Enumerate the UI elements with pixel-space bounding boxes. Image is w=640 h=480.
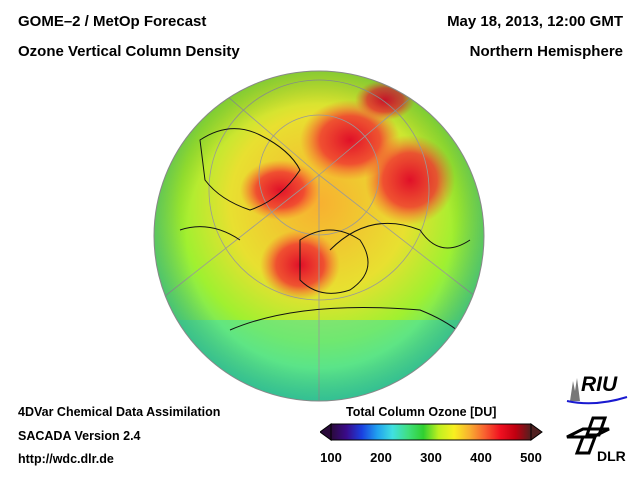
colorbar-gradient xyxy=(330,423,532,441)
title-right-2: Northern Hemisphere xyxy=(469,43,623,60)
colorbar-tick: 400 xyxy=(470,450,492,465)
dlr-logo: DLR xyxy=(565,415,630,465)
colorbar xyxy=(320,423,543,441)
colorbar-tick: 200 xyxy=(370,450,392,465)
colorbar-tick: 300 xyxy=(420,450,442,465)
dlr-logo-text: DLR xyxy=(597,448,626,464)
title-left-2: Ozone Vertical Column Density xyxy=(18,43,240,60)
riu-logo-text: RIU xyxy=(581,373,618,396)
footer-link[interactable]: http://wdc.dlr.de xyxy=(18,452,114,466)
riu-logo: RIU xyxy=(565,373,630,405)
title-left-1: GOME–2 / MetOp Forecast xyxy=(18,13,207,30)
colorbar-max-arrow xyxy=(530,423,543,441)
colorbar-title: Total Column Ozone [DU] xyxy=(346,405,497,419)
title-right-1: May 18, 2013, 12:00 GMT xyxy=(447,13,623,30)
footer-line-1: 4DVar Chemical Data Assimilation xyxy=(18,405,221,419)
footer-line-2: SACADA Version 2.4 xyxy=(18,429,141,443)
colorbar-min-arrow xyxy=(320,423,332,441)
colorbar-tick: 500 xyxy=(520,450,542,465)
colorbar-tick: 100 xyxy=(320,450,342,465)
